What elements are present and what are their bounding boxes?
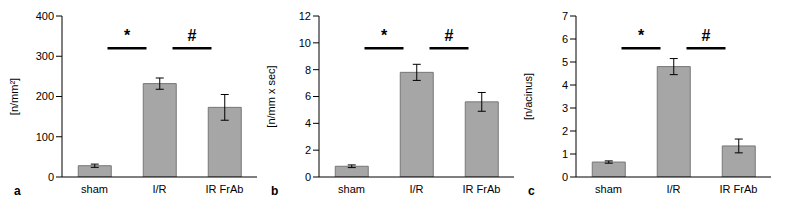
svg-text:*: *: [381, 27, 388, 44]
svg-text:#: #: [188, 27, 197, 44]
svg-text:b: b: [271, 184, 278, 198]
svg-text:c: c: [528, 184, 535, 198]
svg-text:6: 6: [305, 90, 311, 102]
svg-text:I/R: I/R: [409, 183, 423, 195]
svg-text:4: 4: [562, 79, 568, 91]
svg-text:12: 12: [299, 10, 311, 22]
svg-text:IR FrAb: IR FrAb: [206, 183, 244, 195]
svg-text:IR FrAb: IR FrAb: [720, 183, 758, 195]
svg-text:IR FrAb: IR FrAb: [463, 183, 501, 195]
svg-text:I/R: I/R: [152, 183, 166, 195]
svg-text:0: 0: [48, 171, 54, 183]
svg-text:300: 300: [36, 50, 54, 62]
svg-text:400: 400: [36, 10, 54, 22]
svg-text:5: 5: [562, 56, 568, 68]
svg-text:10: 10: [299, 37, 311, 49]
svg-text:7: 7: [562, 10, 568, 22]
svg-text:sham: sham: [595, 183, 622, 195]
svg-text:[n/acinus]: [n/acinus]: [522, 73, 534, 120]
svg-text:200: 200: [36, 90, 54, 102]
svg-text:4: 4: [305, 117, 311, 129]
svg-text:2: 2: [305, 144, 311, 156]
svg-text:0: 0: [305, 171, 311, 183]
svg-text:*: *: [638, 27, 645, 44]
svg-text:*: *: [124, 27, 131, 44]
svg-text:[n/mm²]: [n/mm²]: [8, 78, 20, 115]
svg-text:a: a: [14, 184, 21, 198]
svg-text:sham: sham: [81, 183, 108, 195]
svg-text:I/R: I/R: [666, 183, 680, 195]
svg-text:3: 3: [562, 102, 568, 114]
svg-text:0: 0: [562, 171, 568, 183]
svg-text:sham: sham: [338, 183, 365, 195]
svg-text:1: 1: [562, 148, 568, 160]
svg-text:2: 2: [562, 125, 568, 137]
svg-text:[n/mm x sec]: [n/mm x sec]: [265, 65, 277, 127]
svg-text:8: 8: [305, 64, 311, 76]
svg-text:#: #: [702, 27, 711, 44]
svg-text:100: 100: [36, 131, 54, 143]
svg-text:6: 6: [562, 33, 568, 45]
svg-text:#: #: [445, 27, 454, 44]
